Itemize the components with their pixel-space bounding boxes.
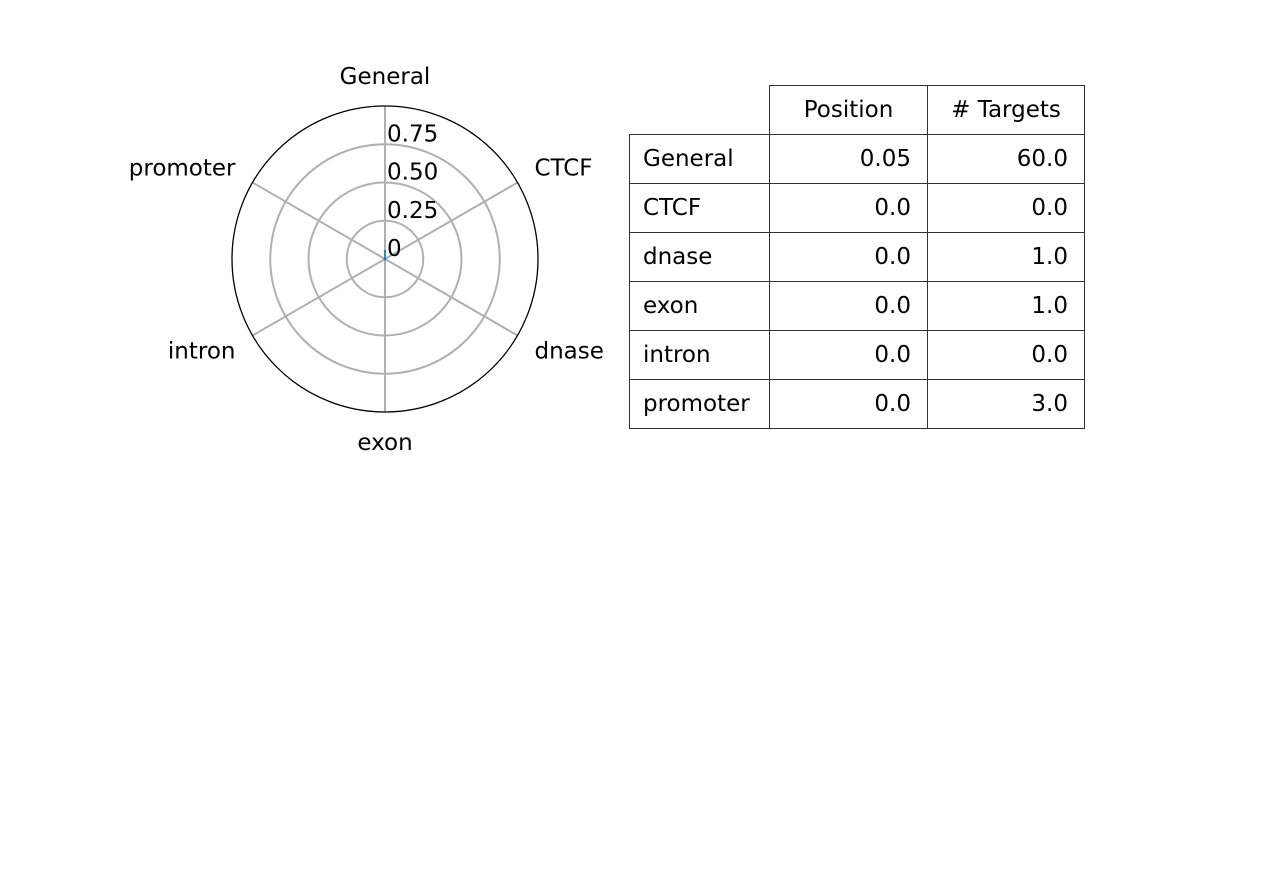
cell-targets: 0.0 bbox=[927, 330, 1085, 380]
outer-boundary bbox=[231, 105, 539, 413]
cell-position: 0.0 bbox=[769, 330, 928, 380]
table-row: exon 0.0 1.0 bbox=[629, 281, 1085, 331]
row-label: General bbox=[629, 134, 770, 184]
category-label: exon bbox=[357, 430, 412, 456]
table-row: dnase 0.0 1.0 bbox=[629, 232, 1085, 282]
cell-targets: 0.0 bbox=[927, 183, 1085, 233]
cell-targets: 1.0 bbox=[927, 232, 1085, 282]
row-label: dnase bbox=[629, 232, 770, 282]
data-point bbox=[383, 250, 387, 253]
radial-tick-label: 0 bbox=[387, 236, 402, 262]
cell-position: 0.0 bbox=[769, 183, 928, 233]
radial-tick-label: 0.50 bbox=[387, 160, 438, 186]
table-row: promoter 0.0 3.0 bbox=[629, 379, 1085, 429]
category-label: intron bbox=[168, 339, 236, 365]
data-table: Position # Targets General 0.05 60.0 CTC… bbox=[629, 85, 1085, 429]
table-corner bbox=[630, 86, 770, 135]
table-header-row: Position # Targets bbox=[630, 85, 1085, 135]
data-point bbox=[383, 257, 387, 261]
radial-tick-labels: 0 0.25 0.50 0.75 bbox=[387, 121, 438, 262]
column-header-targets: # Targets bbox=[927, 85, 1085, 135]
row-label: intron bbox=[629, 330, 770, 380]
table-row: intron 0.0 0.0 bbox=[629, 330, 1085, 380]
cell-position: 0.0 bbox=[769, 232, 928, 282]
category-label: promoter bbox=[129, 156, 236, 182]
cell-targets: 1.0 bbox=[927, 281, 1085, 331]
radar-grid bbox=[231, 105, 539, 413]
radial-tick-label: 0.25 bbox=[387, 198, 438, 224]
category-label: dnase bbox=[534, 339, 603, 365]
table-row: CTCF 0.0 0.0 bbox=[629, 183, 1085, 233]
column-header-position: Position bbox=[769, 85, 928, 135]
radar-series bbox=[383, 250, 387, 261]
axis-spoke bbox=[251, 181, 386, 260]
cell-position: 0.05 bbox=[769, 134, 928, 184]
cell-position: 0.0 bbox=[769, 379, 928, 429]
axis-spoke bbox=[251, 258, 386, 337]
radial-tick-label: 0.75 bbox=[387, 121, 438, 147]
row-label: promoter bbox=[629, 379, 770, 429]
category-labels: General CTCF dnase exon intron promoter bbox=[129, 64, 604, 456]
row-label: exon bbox=[629, 281, 770, 331]
category-label: General bbox=[340, 64, 431, 90]
cell-targets: 3.0 bbox=[927, 379, 1085, 429]
cell-targets: 60.0 bbox=[927, 134, 1085, 184]
category-label: CTCF bbox=[534, 156, 592, 182]
axis-spoke bbox=[384, 258, 519, 337]
row-label: CTCF bbox=[629, 183, 770, 233]
cell-position: 0.0 bbox=[769, 281, 928, 331]
axis-spoke bbox=[384, 181, 519, 260]
radar-chart: 0 0.25 0.50 0.75 General CTCF dnase exon intron… bbox=[129, 64, 604, 456]
table-row: General 0.05 60.0 bbox=[629, 134, 1085, 184]
